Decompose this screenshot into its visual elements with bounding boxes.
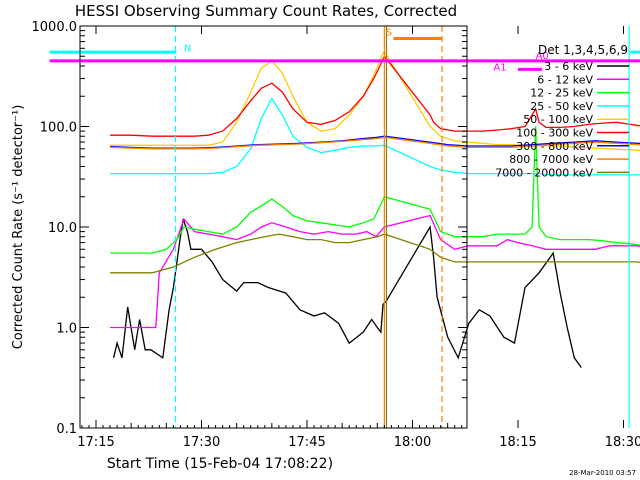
legend-item-label-2: 12 - 25 keV <box>530 87 593 100</box>
x-tick-label-2: 17:45 <box>288 435 325 450</box>
y-tick-label-3: 100.0 <box>40 121 77 136</box>
x-tick-label-5: 18:30 <box>605 435 640 450</box>
annotation-label-1: S <box>386 28 392 39</box>
y-tick-label-2: 10.0 <box>48 221 77 236</box>
legend-item-label-5: 100 - 300 keV <box>516 127 593 140</box>
series-line-1 <box>110 214 640 329</box>
annotation-label-0: N <box>184 43 191 54</box>
legend-item-label-4: 50 - 100 keV <box>523 113 593 126</box>
legend-item-label-7: 800 - 7000 keV <box>509 153 593 166</box>
series-line-7 <box>110 136 640 150</box>
legend-item-label-0: 3 - 6 keV <box>544 60 593 73</box>
x-tick-label-4: 18:15 <box>499 435 536 450</box>
series-line-8 <box>110 233 640 274</box>
timestamp-footer: 28-Mar-2010 03:57 <box>569 469 636 477</box>
y-tick-label-4: 1000.0 <box>32 20 78 35</box>
y-tick-label-1: 1.0 <box>56 322 77 337</box>
series-line-6 <box>110 135 640 149</box>
x-tick-label-0: 17:15 <box>77 435 114 450</box>
legend-item-label-3: 25 - 50 keV <box>530 100 593 113</box>
series-line-2 <box>110 126 640 254</box>
chart-title: HESSI Observing Summary Count Rates, Cor… <box>75 2 457 20</box>
series-line-0 <box>112 218 582 368</box>
annotation-label-2: A0 <box>536 51 549 62</box>
series-line-5 <box>110 55 640 137</box>
y-axis-label: Corrected Count Rate (s⁻¹ detector⁻¹) <box>11 105 26 350</box>
axis-layer: 17:1517:3017:4518:0018:1518:3018:450.11.… <box>32 20 640 450</box>
marker-layer: N S A0 A1 <box>49 26 640 428</box>
series-layer <box>110 49 640 368</box>
y-tick-label-0: 0.1 <box>56 422 77 437</box>
legend-item-label-1: 6 - 12 keV <box>537 73 593 86</box>
legend-item-label-6: 300 - 800 keV <box>516 140 593 153</box>
x-tick-label-1: 17:30 <box>183 435 220 450</box>
series-line-3 <box>110 97 640 176</box>
annotation-label-3: A1 <box>493 63 506 74</box>
series-line-4 <box>110 49 640 151</box>
x-tick-label-3: 18:00 <box>394 435 431 450</box>
legend-item-label-8: 7000 - 20000 keV <box>495 166 593 179</box>
x-axis-label: Start Time (15-Feb-04 17:08:22) <box>107 456 333 472</box>
legend-title: Det 1,3,4,5,6,9 <box>538 43 628 57</box>
